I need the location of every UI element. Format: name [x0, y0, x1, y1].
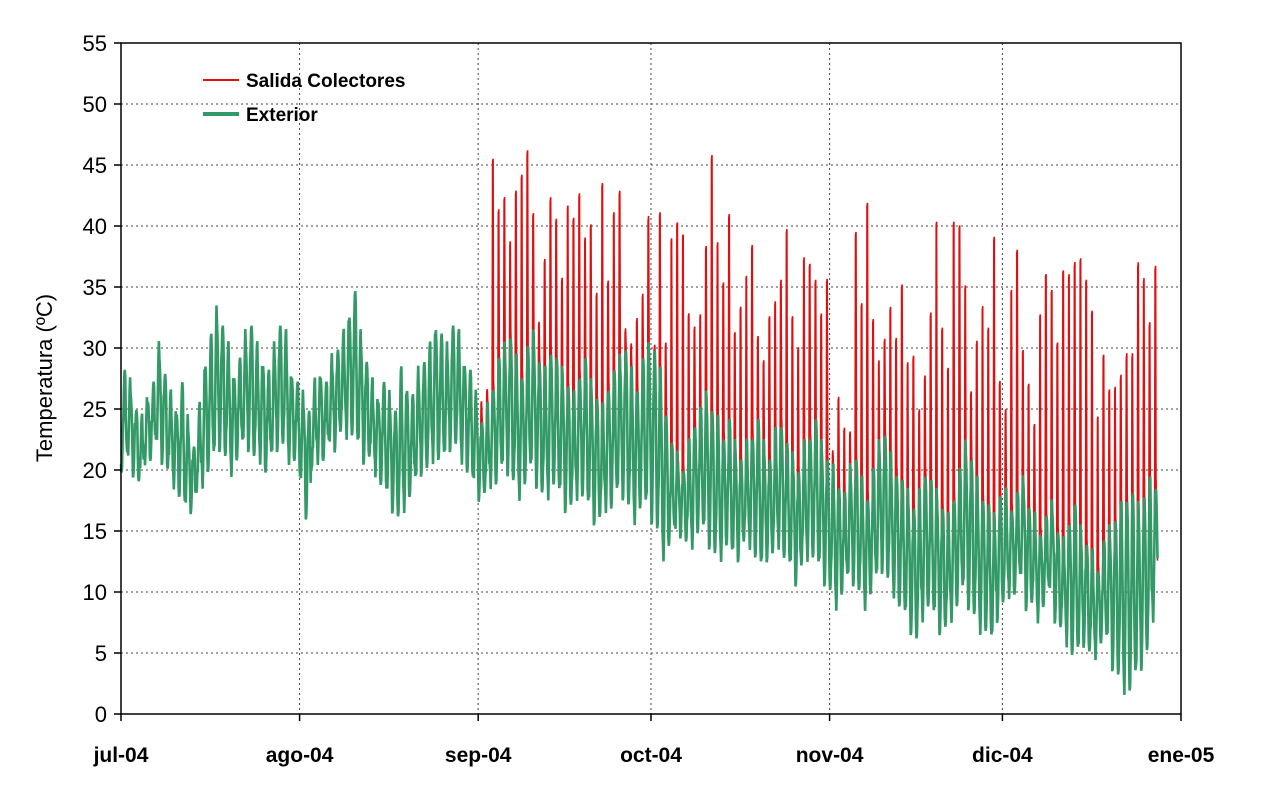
x-tick-label: nov-04 — [796, 744, 864, 767]
y-tick-label: 10 — [83, 580, 107, 605]
x-tick-label: oct-04 — [620, 744, 682, 767]
y-tick-label: 15 — [83, 519, 107, 544]
x-tick-label: jul-04 — [93, 744, 149, 767]
y-tick-label: 40 — [83, 214, 107, 239]
x-tick-label: ene-05 — [1148, 744, 1215, 767]
y-tick-label: 50 — [83, 92, 107, 117]
legend: Salida Colectores Exterior — [203, 71, 405, 126]
x-tick-label: dic-04 — [972, 744, 1033, 767]
y-tick-label: 55 — [83, 31, 107, 56]
y-tick-label: 25 — [83, 397, 107, 422]
y-tick-label: 0 — [95, 702, 107, 727]
y-tick-label: 20 — [83, 458, 107, 483]
legend-label-exterior: Exterior — [246, 105, 318, 126]
x-axis: jul-04 ago-04 sep-04 oct-04 nov-04 dic-04 ene-… — [93, 714, 1215, 767]
y-axis: 0 5 10 15 20 25 30 35 40 45 50 55 — [83, 31, 121, 727]
series-line-exterior — [119, 291, 1159, 695]
legend-label-salida-colectores: Salida Colectores — [246, 71, 405, 92]
y-tick-label: 35 — [83, 275, 107, 300]
y-tick-label: 5 — [95, 641, 107, 666]
x-tick-label: sep-04 — [445, 744, 512, 767]
series-lines — [119, 150, 1159, 695]
x-tick-label: ago-04 — [266, 744, 334, 767]
y-tick-label: 45 — [83, 153, 107, 178]
y-axis-label: Temperatura (ºC) — [32, 294, 57, 462]
y-tick-label: 30 — [83, 336, 107, 361]
